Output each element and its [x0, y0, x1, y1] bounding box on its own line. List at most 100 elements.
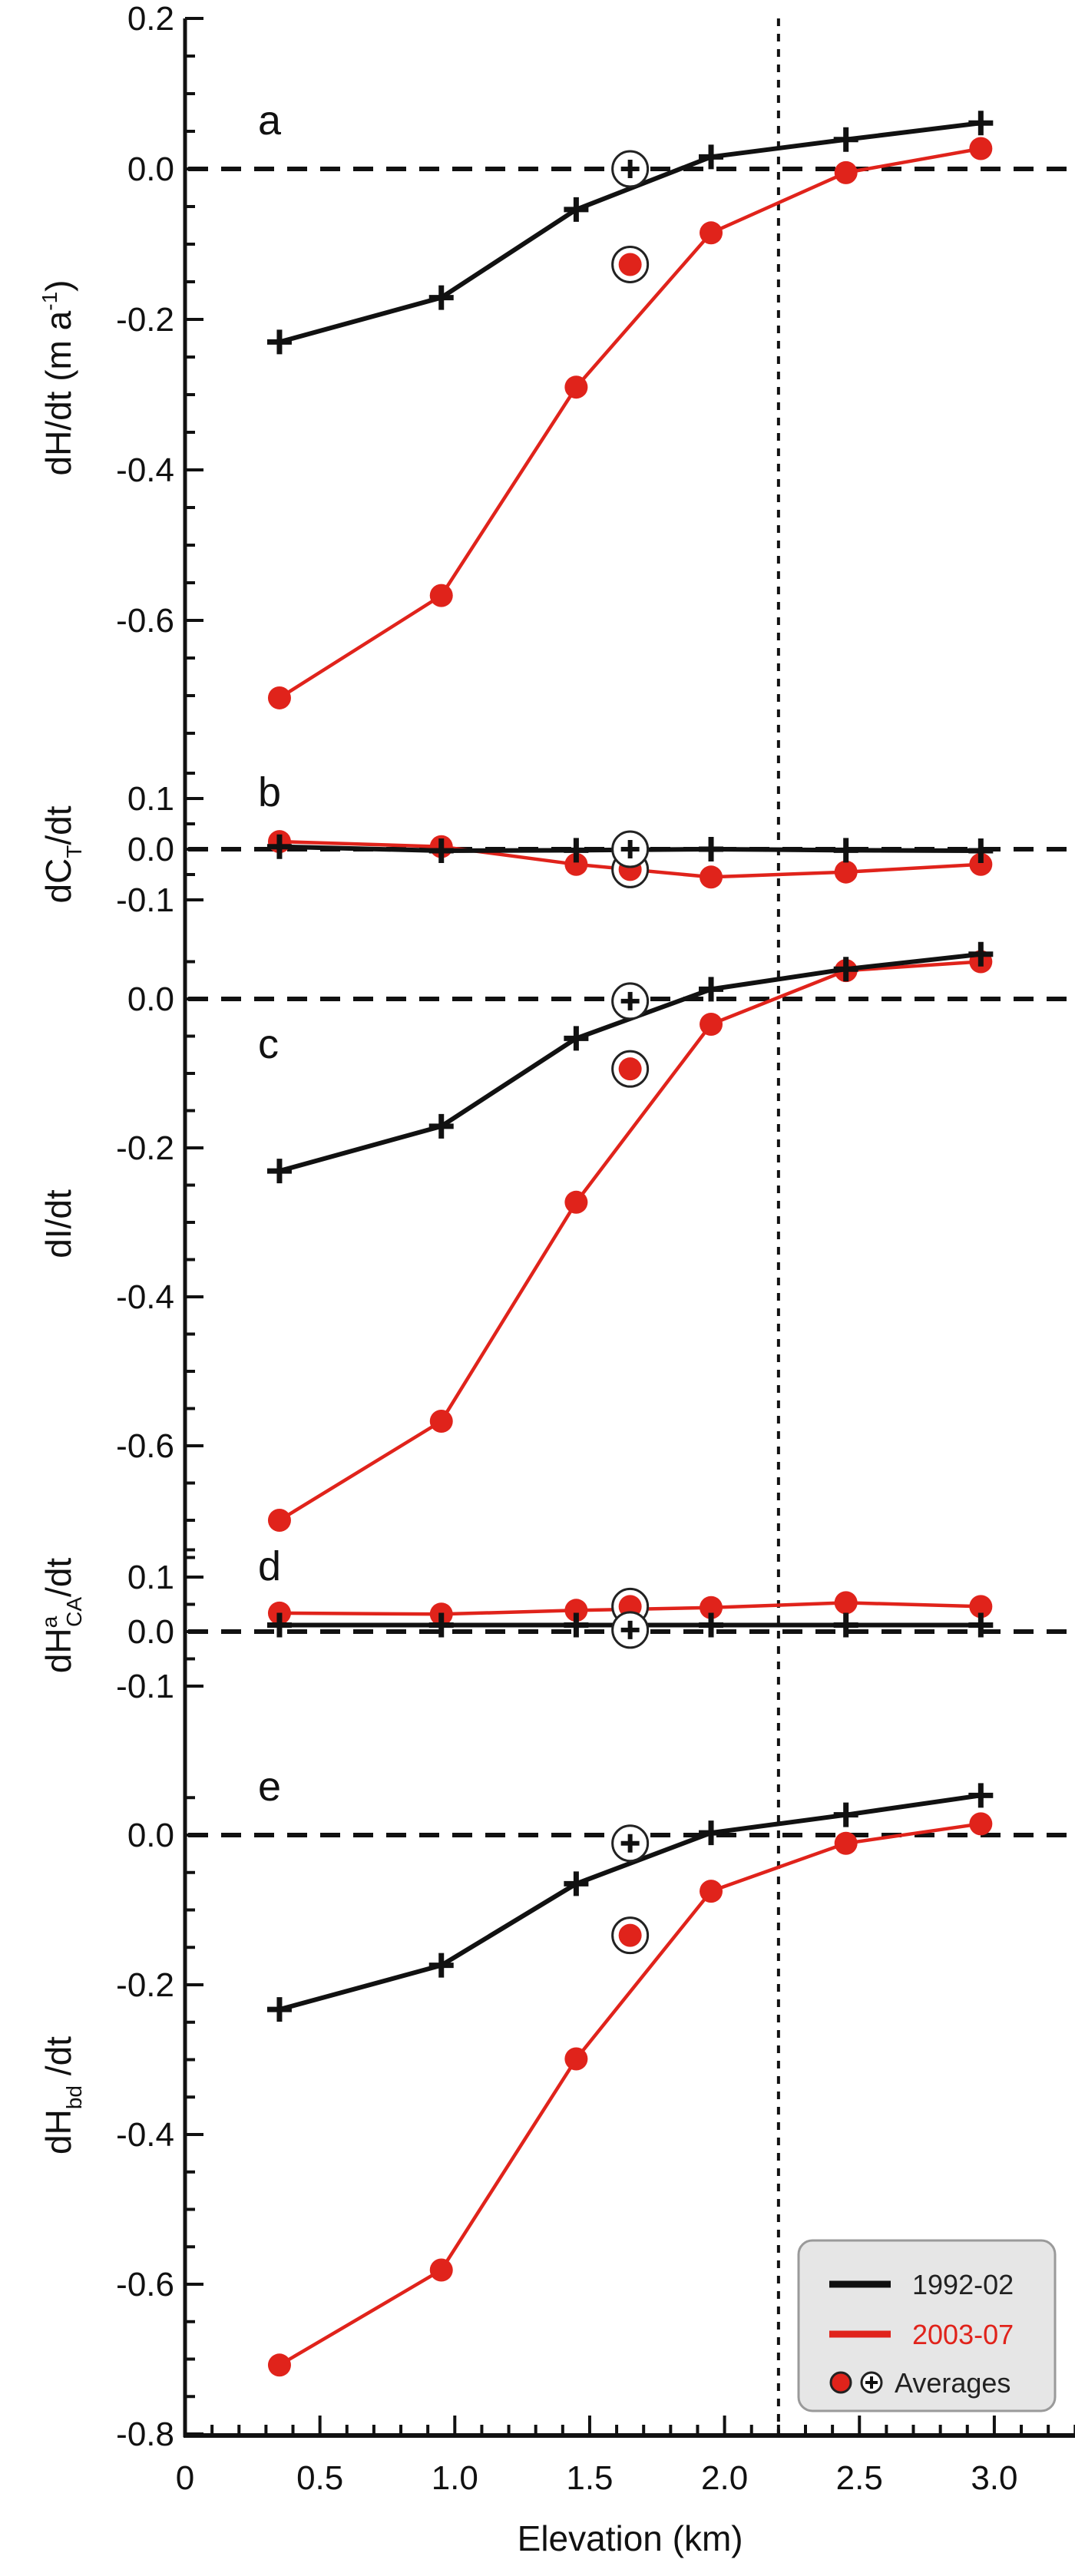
legend: 1992-02 2003-07 Averages: [797, 2239, 1057, 2412]
data-point-plus-1992-02: [266, 329, 292, 355]
x-tick-label: 0: [176, 2459, 194, 2497]
data-point-circle-2003-07: [834, 860, 858, 884]
y-tick-label: 0.2: [127, 0, 174, 38]
data-point-plus-1992-02: [266, 1612, 292, 1638]
x-axis-title: Elevation (km): [518, 2518, 743, 2558]
data-point-circle-2003-07: [969, 1812, 993, 1836]
y-axis-title-tail: /dt: [38, 1558, 78, 1597]
data-point-circle-2003-07: [564, 1599, 588, 1622]
series-line-1992-02: [279, 121, 981, 345]
average-marker-1992-02: [611, 1611, 650, 1649]
y-tick-label: 0.0: [127, 831, 174, 868]
data-point-circle-2003-07: [429, 1409, 453, 1433]
y-tick-label: -0.2: [116, 1129, 174, 1167]
data-point-plus-1992-02: [266, 834, 292, 859]
legend-average-red-icon: [829, 2371, 852, 2394]
y-tick-label: 0.0: [127, 1613, 174, 1651]
y-tick-label: 0.1: [127, 780, 174, 818]
y-axis-title-tail: /dt: [38, 805, 78, 845]
average-marker-1992-02: [611, 982, 650, 1020]
x-tick-label: 0.5: [296, 2459, 343, 2497]
panel-letter: c: [258, 1021, 279, 1067]
data-point-plus-1992-02: [699, 837, 724, 861]
data-point-plus-1992-02: [833, 957, 858, 982]
data-point-circle-2003-07: [834, 160, 858, 184]
data-point-plus-1992-02: [968, 111, 994, 136]
y-axis-title-subscript: CA: [62, 1597, 86, 1627]
y-tick-label: -0.2: [116, 301, 174, 339]
data-point-circle-2003-07: [969, 852, 993, 876]
data-point-circle-2003-07: [564, 375, 588, 399]
y-axis-title: dHaCA/dt: [38, 1558, 86, 1674]
y-axis-title: dHbd /dt: [38, 2036, 86, 2154]
data-point-plus-1992-02: [833, 127, 858, 152]
data-point-circle-2003-07: [700, 865, 723, 889]
panel-letter: e: [258, 1764, 281, 1810]
y-tick-label: -0.6: [116, 2266, 174, 2303]
panel-e: 0.0 -0.2 -0.4 -0.6 -0.8 e dHbd /dt: [38, 1764, 1075, 2453]
legend-label-averages: Averages: [895, 2367, 1011, 2399]
y-tick-label: -0.4: [116, 451, 174, 489]
data-point-circle-2003-07: [267, 2353, 291, 2377]
panel-letter: d: [258, 1543, 281, 1589]
data-point-plus-1992-02: [564, 838, 589, 863]
data-point-plus-1992-02: [266, 1159, 292, 1184]
average-marker-2003-07: [611, 1916, 650, 1955]
average-marker-1992-02: [611, 830, 650, 868]
panel-a: 0.2 0.0 -0.2 -0.4 -0.6 a dH/dt (m a-1): [38, 0, 1075, 735]
data-point-circle-2003-07: [834, 1591, 858, 1615]
data-point-plus-1992-02: [266, 1997, 292, 2022]
average-dot: [618, 1057, 642, 1081]
y-tick-label: -0.2: [116, 1966, 174, 2004]
data-point-circle-2003-07: [969, 137, 993, 160]
data-point-circle-2003-07: [564, 2047, 588, 2071]
y-axis-title: dI/dt: [38, 1189, 78, 1258]
data-point-plus-1992-02: [428, 1612, 454, 1638]
y-axis-title-superscript: a: [38, 1615, 61, 1628]
y-tick-label: 0.0: [127, 980, 174, 1018]
x-tick-label: 2.0: [701, 2459, 748, 2497]
data-point-plus-1992-02: [968, 838, 994, 863]
data-point-plus-1992-02: [699, 977, 724, 1002]
average-marker-2003-07: [611, 245, 650, 283]
panel-letter: a: [258, 98, 282, 144]
data-point-circle-2003-07: [267, 686, 291, 709]
y-axis-title-subscript: bd: [62, 2085, 86, 2109]
x-tick-label: 1.0: [432, 2459, 478, 2497]
data-point-plus-1992-02: [968, 1612, 994, 1638]
legend-label-1992-02: 1992-02: [912, 2269, 1014, 2300]
data-point-plus-1992-02: [968, 1783, 994, 1808]
y-axis-title-main: dI/dt: [38, 1189, 78, 1258]
y-tick-label: -0.8: [116, 2416, 174, 2453]
y-tick-label: -0.6: [116, 602, 174, 640]
panel-b: 0.1 0.0 -0.1 b dCT/dt: [38, 769, 1075, 919]
data-point-plus-1992-02: [428, 285, 454, 310]
y-axis-title-main: dH/dt (m a: [38, 310, 78, 475]
series-line-2003-07: [278, 960, 981, 1522]
y-axis-title-main: dH: [38, 2109, 78, 2154]
average-marker-1992-02: [611, 150, 650, 188]
series-line-2003-07: [278, 147, 981, 699]
y-axis-title-subscript: T: [62, 845, 86, 858]
panel-letter: b: [258, 769, 281, 815]
data-point-plus-1992-02: [699, 1820, 724, 1846]
data-point-circle-2003-07: [700, 1880, 723, 1903]
average-marker-2003-07: [611, 1050, 650, 1088]
data-point-circle-2003-07: [564, 1190, 588, 1214]
data-point-circle-2003-07: [700, 1012, 723, 1036]
series-line-2003-07: [278, 1822, 981, 2367]
y-tick-label: -0.1: [116, 1668, 174, 1705]
y-axis-title-tail: /dt: [38, 2036, 78, 2085]
data-point-plus-1992-02: [833, 1612, 858, 1638]
series-line-1992-02: [279, 1793, 981, 2012]
data-point-plus-1992-02: [833, 838, 858, 863]
data-point-plus-1992-02: [564, 1871, 589, 1896]
data-point-plus-1992-02: [699, 144, 724, 170]
y-tick-label: -0.1: [116, 881, 174, 919]
x-tick-label: 2.5: [836, 2459, 883, 2497]
data-point-circle-2003-07: [564, 852, 588, 876]
data-point-circle-2003-07: [429, 2258, 453, 2282]
data-point-plus-1992-02: [428, 1953, 454, 1978]
data-point-circle-2003-07: [834, 1831, 858, 1855]
